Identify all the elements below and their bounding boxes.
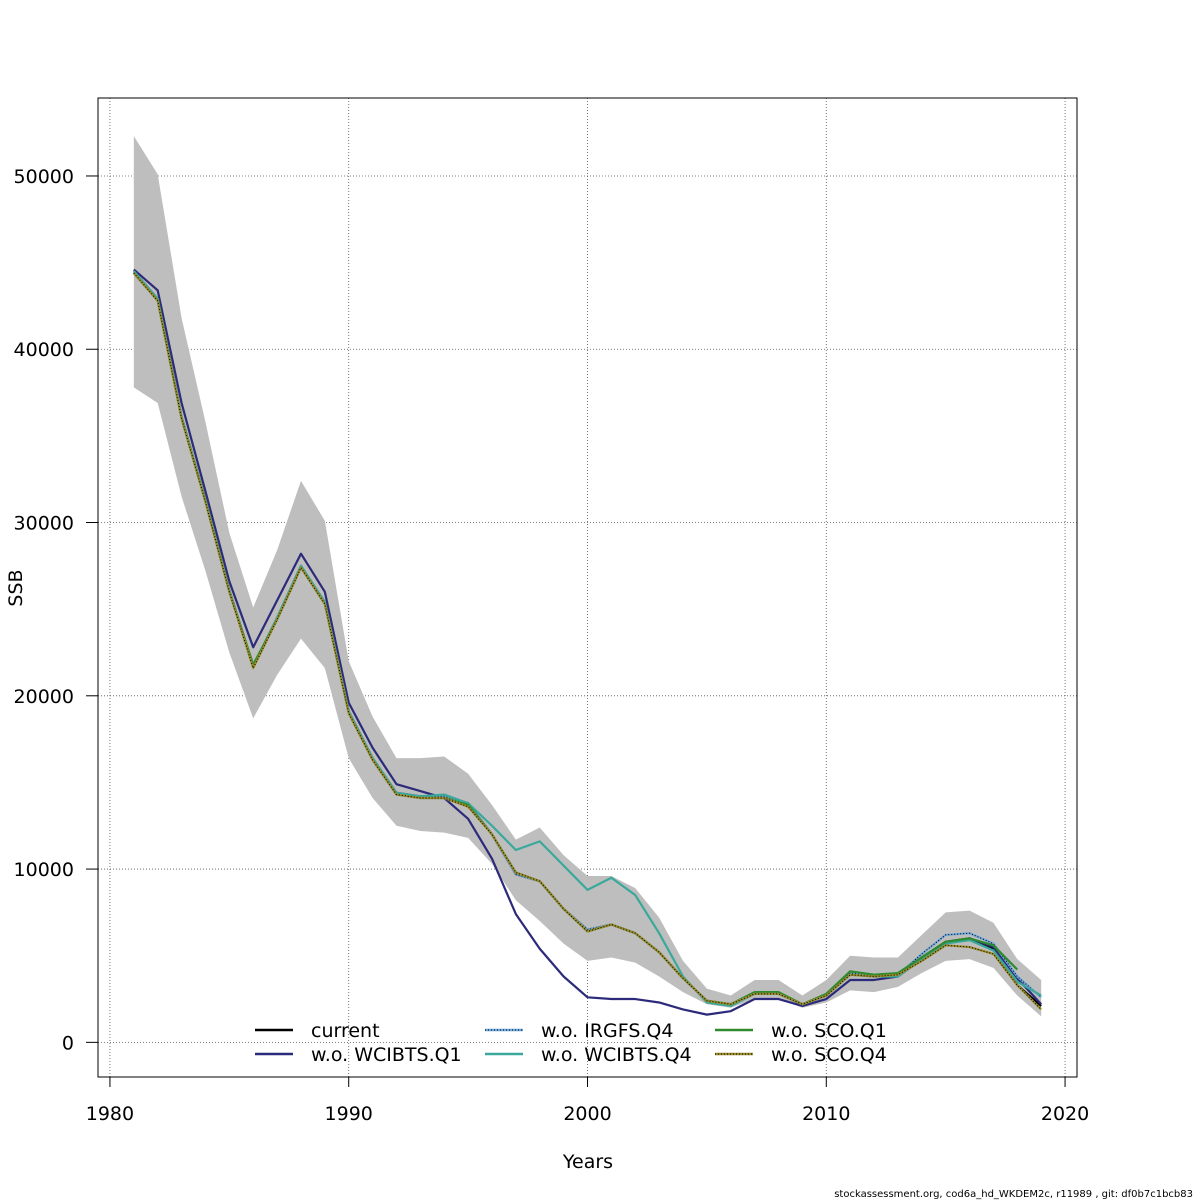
x-tick-label: 2020 [1041,1103,1089,1125]
grid-lines [98,98,1077,1077]
confidence-band [133,136,1042,1017]
legend-label: w.o. SCO.Q4 [771,1044,887,1066]
x-tick-label: 2000 [563,1103,611,1125]
y-tick-label: 10000 [14,859,74,881]
series-line [133,268,1042,1016]
y-tick-label: 30000 [14,513,74,535]
axes-group: 1980 1990 2000 2010 2020 0 10000 20000 30000 4000… [14,166,1090,1125]
series-line-overlay [133,272,1042,1010]
legend-label: current [311,1020,380,1042]
legend-label: w.o. IRGFS.Q4 [541,1020,673,1042]
x-tick-label: 1980 [86,1103,134,1125]
legend-label: w.o. WCIBTS.Q4 [541,1044,692,1066]
legend-label: w.o. WCIBTS.Q1 [311,1044,462,1066]
footer-credit: stockassessment.org, cod6a_hd_WKDEM2c, r… [834,1189,1193,1200]
x-tick-label: 1990 [325,1103,373,1125]
x-tick-label: 2010 [802,1103,850,1125]
series-lines-group [132,268,1042,1016]
y-tick-label: 50000 [14,166,74,188]
legend-label: w.o. SCO.Q1 [771,1020,887,1042]
x-axis-title: Years [562,1151,613,1173]
y-axis-title: SSB [5,569,27,606]
y-tick-label: 20000 [14,686,74,708]
y-tick-label: 0 [62,1032,74,1054]
y-tick-label: 40000 [14,339,74,361]
confidence-band-group [133,136,1042,1017]
